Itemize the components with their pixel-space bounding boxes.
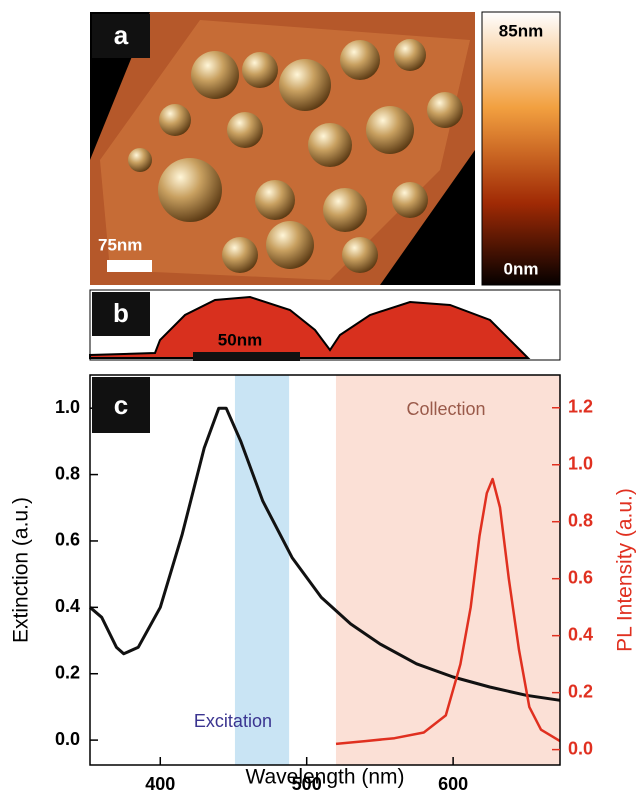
panel-label: b	[113, 298, 129, 328]
y2-tick-label: 0.6	[568, 567, 593, 587]
panel-label: c	[114, 390, 128, 420]
y-tick-label: 0.2	[55, 662, 80, 682]
y2-tick-label: 1.2	[568, 397, 593, 417]
scale-bar	[193, 352, 300, 361]
x-axis-label: Wavelength (nm)	[245, 766, 404, 789]
y-tick-label: 0.4	[55, 596, 80, 616]
band	[235, 375, 289, 765]
colorbar	[482, 12, 560, 285]
y-tick-label: 1.0	[55, 397, 80, 417]
y2-tick-label: 0.8	[568, 510, 593, 530]
y-tick-label: 0.6	[55, 530, 80, 550]
scale-bar-label: 75nm	[98, 235, 142, 254]
colorbar-min: 0nm	[504, 259, 539, 278]
panel-label: a	[114, 20, 129, 50]
scale-bar	[107, 260, 152, 272]
y-tick-label: 0.0	[55, 729, 80, 749]
y2-axis-label: PL Intensity (a.u.)	[614, 488, 637, 652]
scale-bar-label: 50nm	[218, 330, 262, 349]
y-tick-label: 0.8	[55, 463, 80, 483]
y-axis-label: Extinction (a.u.)	[10, 497, 33, 643]
band-label: Excitation	[194, 711, 272, 731]
y2-tick-label: 1.0	[568, 453, 593, 473]
x-tick-label: 600	[438, 774, 468, 791]
band-label: Collection	[406, 399, 485, 419]
y2-tick-label: 0.2	[568, 681, 593, 701]
x-tick-label: 400	[145, 774, 175, 791]
figure: a 75nm 85nm 0nm b 50nm Excitation Collect…	[0, 0, 641, 791]
colorbar-max: 85nm	[499, 21, 543, 40]
y2-tick-label: 0.4	[568, 624, 593, 644]
y2-tick-label: 0.0	[568, 738, 593, 758]
